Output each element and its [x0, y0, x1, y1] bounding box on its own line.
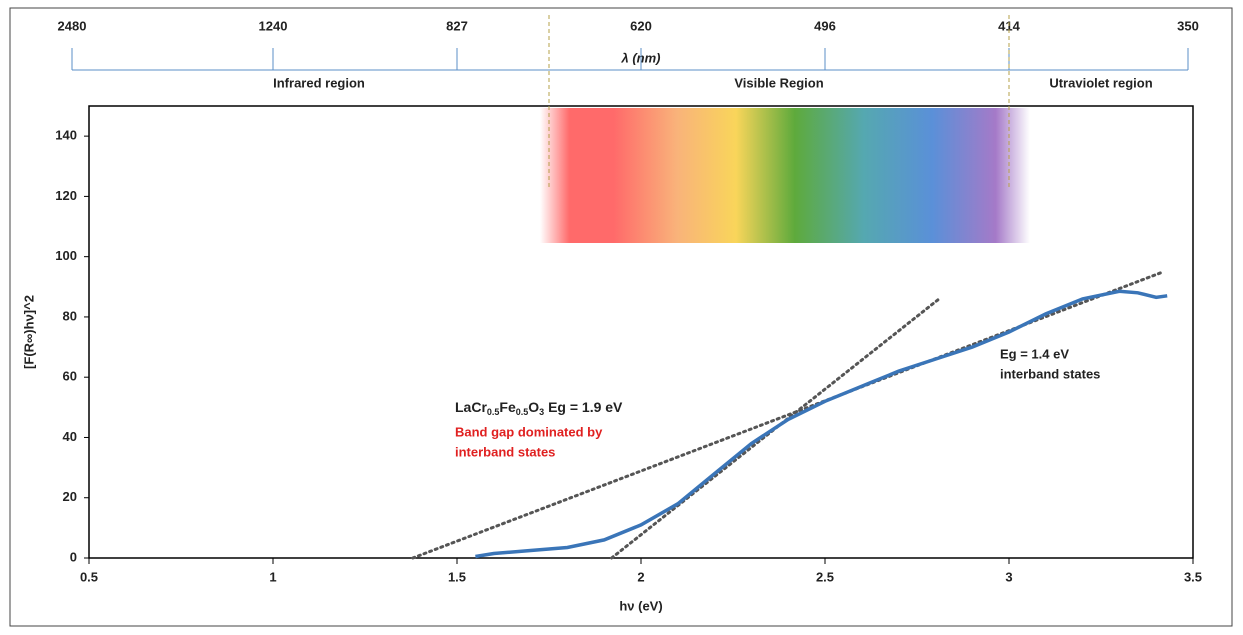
x-tick-label: 3	[1005, 569, 1012, 584]
x2-tick-label: 350	[1177, 18, 1199, 33]
x-axis-label: hν (eV)	[619, 598, 662, 613]
x2-tick-label: 620	[630, 18, 652, 33]
subscript: 0.5	[487, 407, 500, 417]
band-gap-note: Band gap dominated by	[455, 424, 603, 439]
y-tick-label: 100	[55, 248, 77, 263]
visible-spectrum	[540, 108, 1030, 243]
outer-frame	[9, 7, 1233, 627]
region-label: Infrared region	[273, 75, 365, 90]
formula-part: LaCr	[455, 399, 487, 415]
interband-note: Eg = 1.4 eV	[1000, 346, 1069, 361]
formula-part: Eg = 1.9 eV	[544, 399, 623, 415]
y-tick-label: 20	[63, 489, 77, 504]
data-line	[475, 289, 1168, 559]
x-tick-label: 1.5	[448, 569, 466, 584]
region-label: Utraviolet region	[1049, 75, 1152, 90]
subscript: 3	[539, 407, 544, 417]
x-tick-label: 2	[637, 569, 644, 584]
formula-part: Fe	[499, 399, 516, 415]
fit-line	[411, 270, 1166, 560]
interband-note: interband states	[1000, 366, 1100, 381]
y-tick-label: 120	[55, 188, 77, 203]
y-tick-label: 0	[70, 549, 77, 564]
x-tick-label: 0.5	[80, 569, 98, 584]
formula-annotation: LaCr0.5Fe0.5O3 Eg = 1.9 eV	[455, 399, 623, 418]
x2-tick-label: 2480	[58, 18, 87, 33]
x2-tick-label: 1240	[259, 18, 288, 33]
y-tick-label: 40	[63, 429, 77, 444]
region-label: Visible Region	[734, 75, 823, 90]
formula-part: O	[528, 399, 539, 415]
subscript: 0.5	[516, 407, 529, 417]
x2-tick-label: 496	[814, 18, 836, 33]
y-axis-label: [F(R∞)hν]^2	[21, 295, 36, 369]
x2-tick-label: 827	[446, 18, 468, 33]
x-tick-label: 1	[269, 569, 276, 584]
band-gap-note: interband states	[455, 444, 555, 459]
y-tick-label: 140	[55, 128, 77, 143]
x-tick-label: 2.5	[816, 569, 834, 584]
y-tick-label: 80	[63, 308, 77, 323]
x-tick-label: 3.5	[1184, 569, 1202, 584]
y-tick-label: 60	[63, 369, 77, 384]
